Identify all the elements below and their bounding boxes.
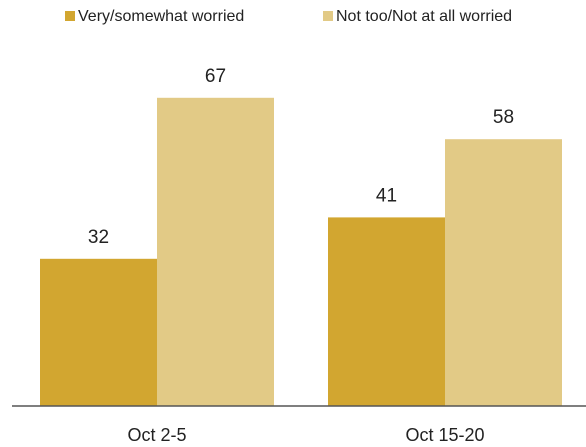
x-tick-label-1: Oct 2-5 xyxy=(127,425,186,445)
value-label-1-1: 32 xyxy=(88,227,109,248)
legend-label-2: Not too/Not at all worried xyxy=(336,8,512,25)
value-labels-group: 32 67 41 58 xyxy=(88,66,514,248)
legend-label-1: Very/somewhat worried xyxy=(78,8,244,25)
value-label-2-1: 41 xyxy=(376,185,397,206)
bar-2-1 xyxy=(328,217,445,406)
bar-1-2 xyxy=(157,97,274,407)
bars-group xyxy=(40,97,562,407)
legend: Very/somewhat worried Not too/Not at all … xyxy=(65,8,512,25)
x-tick-label-2: Oct 15-20 xyxy=(405,425,484,445)
bar-1-1 xyxy=(40,258,157,406)
value-label-2-2: 58 xyxy=(493,107,514,128)
value-label-1-2: 67 xyxy=(205,66,226,87)
bar-2-2 xyxy=(445,139,562,406)
legend-swatch-2 xyxy=(323,11,333,21)
x-tick-labels-group: Oct 2-5 Oct 15-20 xyxy=(127,425,484,445)
legend-swatch-1 xyxy=(65,11,75,21)
